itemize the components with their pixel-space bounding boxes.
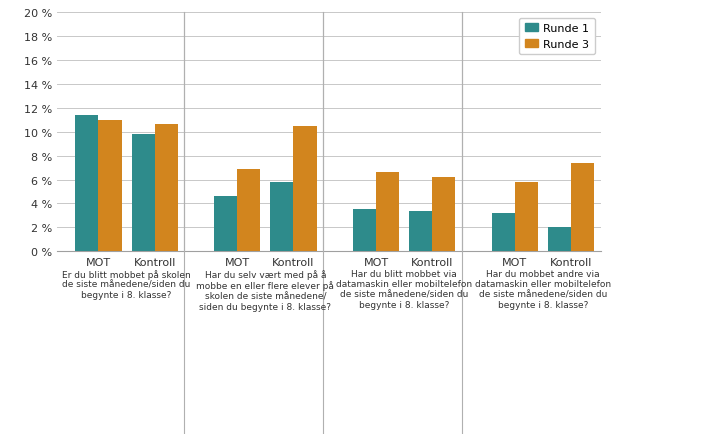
Bar [571,163,594,252]
Bar [270,183,293,252]
Text: Er du blitt mobbet på skolen
de siste månedene/siden du
begynte i 8. klasse?: Er du blitt mobbet på skolen de siste må… [62,269,191,300]
Bar [132,135,154,252]
Bar [237,169,260,252]
Bar [214,197,237,252]
Bar [99,121,122,252]
Bar [492,214,515,252]
Bar [293,126,317,252]
Bar [515,183,538,252]
Text: Har du selv vært med på å
mobbe en eller flere elever på
skolen de siste måneden: Har du selv vært med på å mobbe en eller… [197,269,334,311]
Text: Har du blitt mobbet via
datamaskin eller mobiltelefon
de siste månedene/siden du: Har du blitt mobbet via datamaskin eller… [336,269,472,309]
Bar [548,228,571,252]
Bar [352,210,376,252]
Bar [154,125,178,252]
Bar [75,116,99,252]
Legend: Runde 1, Runde 3: Runde 1, Runde 3 [519,19,595,55]
Bar [432,178,455,252]
Bar [376,173,399,252]
Text: Har du mobbet andre via
datamaskin eller mobiltelefon
de siste månedene/siden du: Har du mobbet andre via datamaskin eller… [475,269,611,309]
Bar [409,211,432,252]
